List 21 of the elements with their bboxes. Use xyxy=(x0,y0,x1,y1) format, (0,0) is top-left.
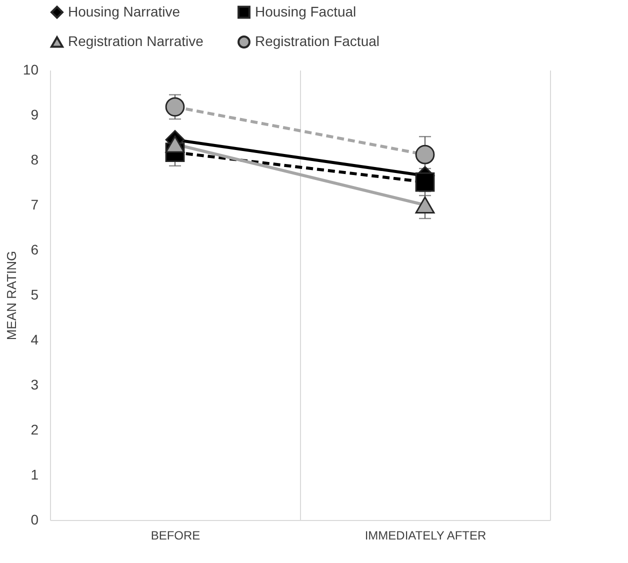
legend-label: Housing Narrative xyxy=(68,3,180,20)
y-tick-label: 7 xyxy=(30,196,39,212)
legend-label: Registration Narrative xyxy=(68,33,204,49)
point xyxy=(415,144,435,164)
y-tick-label: 5 xyxy=(30,286,39,302)
y-tick-label: 2 xyxy=(30,422,39,438)
point xyxy=(165,97,185,117)
y-axis-title: MEAN RATING xyxy=(4,250,19,340)
x-tick-label: BEFORE xyxy=(150,528,200,542)
y-tick-label: 6 xyxy=(30,242,39,258)
y-tick-label: 10 xyxy=(22,62,39,78)
y-tick-label: 3 xyxy=(30,376,39,392)
y-tick-label: 8 xyxy=(30,152,39,168)
legend-label: Registration Factual xyxy=(255,33,380,49)
y-tick-label: 1 xyxy=(30,466,39,482)
y-tick-label: 0 xyxy=(30,512,39,528)
legend-label: Housing Factual xyxy=(255,3,356,20)
x-tick-label: IMMEDIATELY AFTER xyxy=(364,528,487,542)
y-tick-label: 9 xyxy=(30,106,39,122)
point xyxy=(415,172,435,192)
y-tick-label: 4 xyxy=(30,332,39,348)
